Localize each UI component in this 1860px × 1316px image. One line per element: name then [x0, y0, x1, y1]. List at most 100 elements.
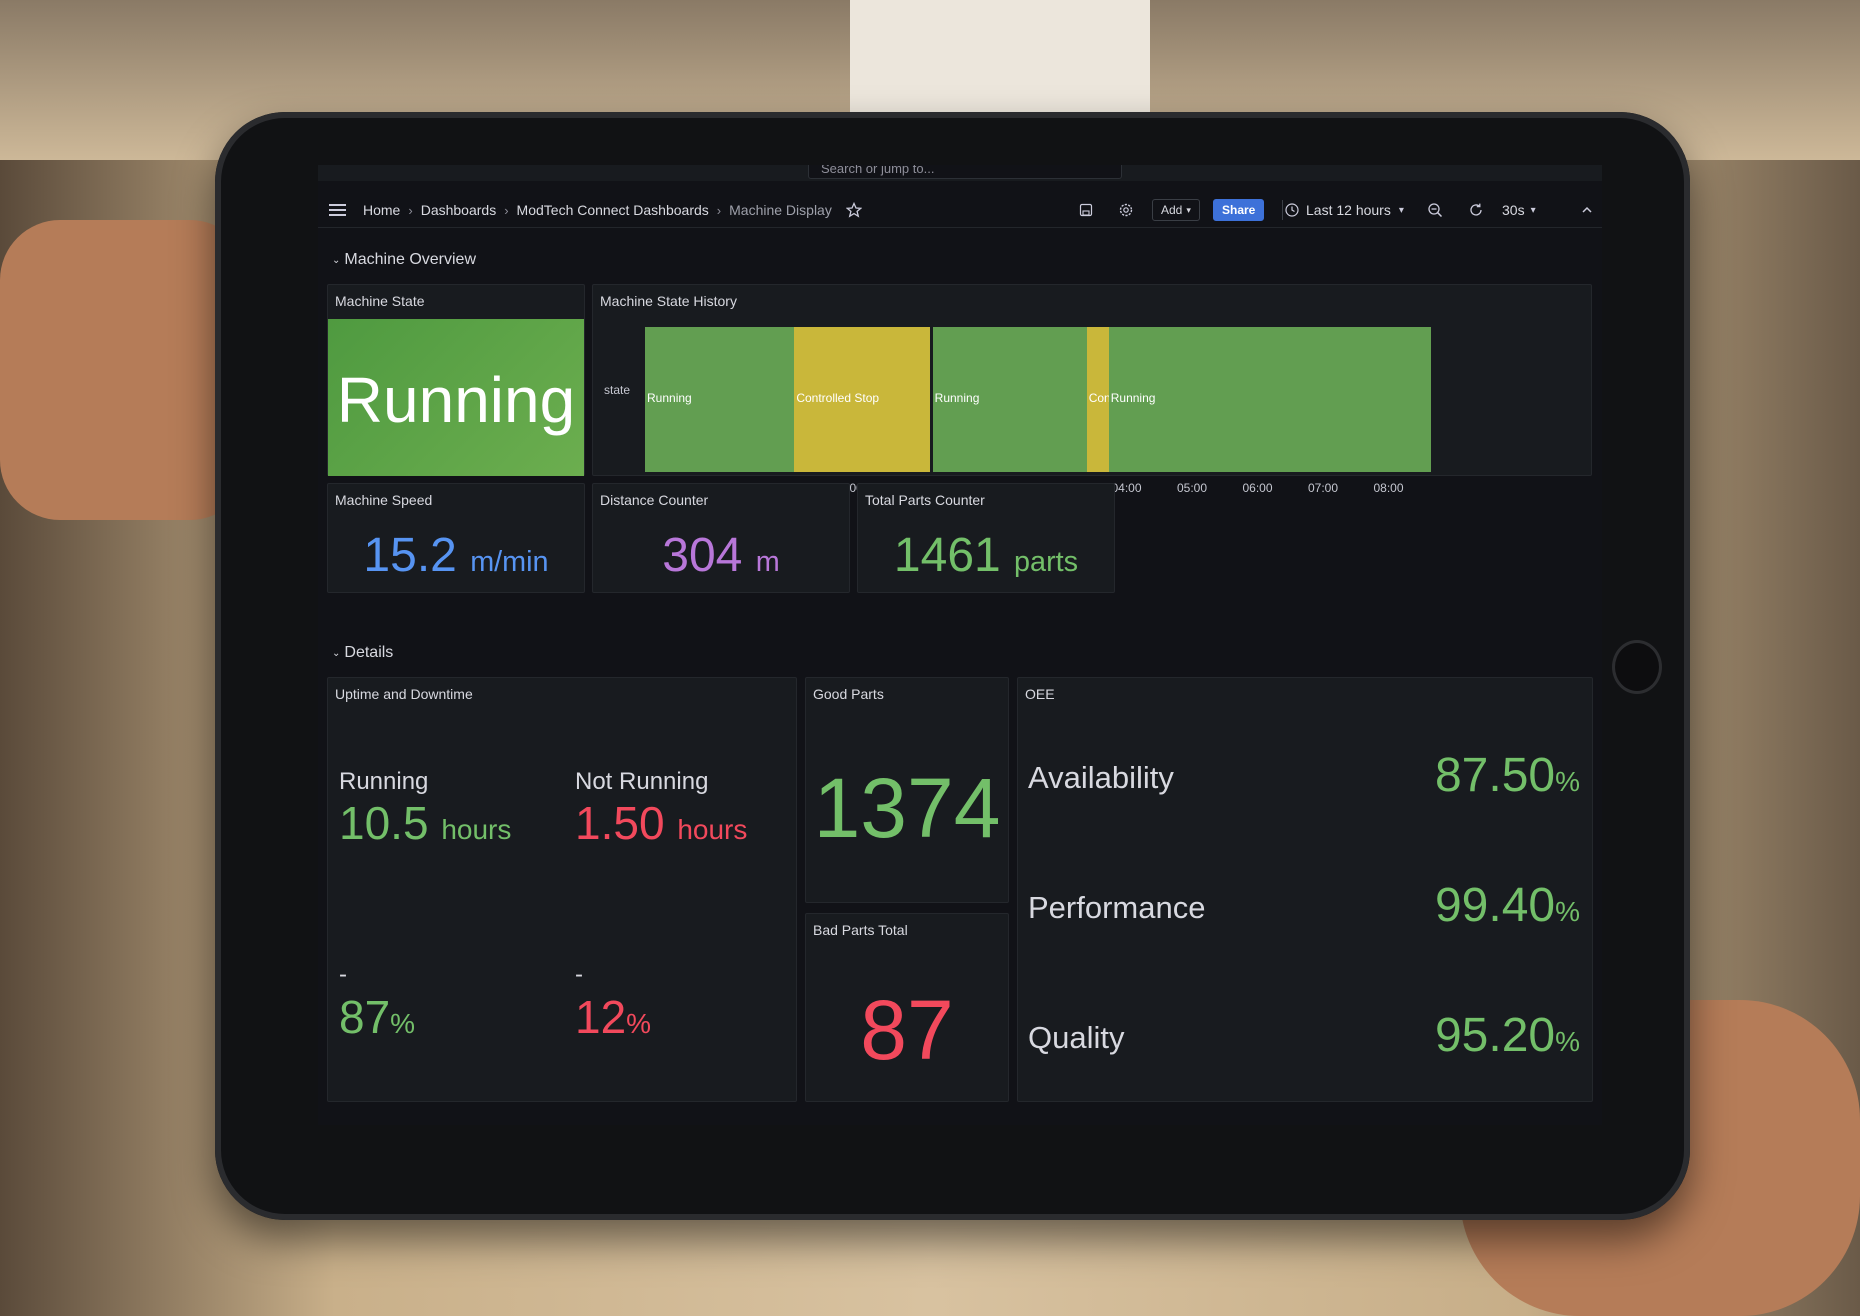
panel-uptime-downtime: Uptime and Downtime Running 10.5 hours N…: [327, 677, 797, 1102]
add-button-label: Add: [1161, 203, 1183, 217]
oee-availability-value: 87.50: [1434, 749, 1556, 802]
oee-quality-unit: %: [1555, 1026, 1580, 1057]
share-button[interactable]: Share: [1213, 199, 1265, 221]
not-running-hours: 1.50 hours: [575, 796, 747, 850]
oee-quality: 95.20%: [1435, 1008, 1580, 1063]
oee-availability-unit: %: [1555, 766, 1580, 797]
not-running-pct: 12%: [575, 990, 651, 1044]
panel-machine-speed: Machine Speed 15.2 m/min: [327, 483, 585, 593]
state-segment[interactable]: Running: [645, 327, 795, 472]
breadcrumb: Home › Dashboards › ModTech Connect Dash…: [363, 193, 862, 227]
chevron-right-icon: ›: [716, 202, 722, 218]
oee-performance-label: Performance: [1028, 890, 1206, 925]
search-input[interactable]: Search or jump to...: [808, 165, 1122, 179]
running-label: Running: [339, 768, 429, 795]
panel-distance-counter: Distance Counter 304 m: [592, 483, 850, 593]
panel-title: Uptime and Downtime: [335, 686, 473, 702]
panel-oee: OEE Availability 87.50% Performance 99.4…: [1017, 677, 1593, 1102]
breadcrumb-current: Machine Display: [729, 202, 832, 218]
menu-icon[interactable]: [328, 193, 348, 227]
state-segment[interactable]: Controlled Stop: [794, 327, 931, 472]
state-segment-label: Running: [934, 391, 980, 405]
running-pct-unit: %: [390, 1008, 416, 1039]
state-tile: Running: [328, 319, 584, 476]
chevron-right-icon: ›: [408, 202, 413, 218]
state-value: Running: [336, 364, 576, 436]
panel-good-parts: Good Parts 1374: [805, 677, 1009, 903]
running-pct-value: 87: [339, 991, 391, 1043]
state-segment[interactable]: Running: [1108, 327, 1431, 472]
panel-machine-state: Machine State Running: [327, 284, 585, 476]
state-segment-label: Running: [647, 391, 692, 405]
zoom-out-icon[interactable]: [1427, 193, 1443, 227]
running-pct: 87%: [339, 990, 415, 1044]
gear-icon[interactable]: [1118, 193, 1134, 227]
distance-value: 304: [662, 529, 743, 582]
chevron-down-icon: ⌄: [332, 647, 341, 659]
left-hand: [0, 220, 250, 520]
refresh-interval-picker[interactable]: 30s ▾: [1502, 193, 1536, 227]
oee-availability: 87.50%: [1435, 748, 1580, 803]
oee-performance-unit: %: [1555, 896, 1580, 927]
oee-availability-label: Availability: [1028, 760, 1174, 795]
bad-parts-value: 87: [860, 983, 954, 1077]
running-hours-unit: hours: [441, 814, 512, 845]
speed-value: 15.2: [363, 529, 457, 582]
not-running-hours-unit: hours: [677, 814, 748, 845]
collapse-icon[interactable]: [1581, 193, 1593, 227]
panel-title: Machine State: [335, 293, 425, 309]
panel-title: Machine Speed: [335, 492, 433, 508]
running-hours-value: 10.5: [339, 797, 429, 849]
panel-title: Good Parts: [813, 686, 884, 702]
row-machine-overview[interactable]: ⌄ Machine Overview: [332, 251, 476, 269]
dashboard-nav-bar: Home › Dashboards › ModTech Connect Dash…: [318, 193, 1602, 228]
panel-bad-parts: Bad Parts Total 87: [805, 913, 1009, 1102]
star-icon[interactable]: [845, 202, 862, 218]
good-parts-value: 1374: [813, 761, 1001, 855]
refresh-interval-label: 30s: [1502, 202, 1525, 218]
panel-title: Machine State History: [600, 293, 737, 309]
not-running-pct-label: -: [575, 961, 583, 988]
panel-machine-state-history: Machine State History state Running Contr…: [592, 284, 1592, 495]
row-details[interactable]: ⌄ Details: [332, 644, 393, 662]
row-title: Details: [344, 644, 394, 661]
breadcrumb-folder[interactable]: ModTech Connect Dashboards: [516, 202, 709, 218]
oee-quality-label: Quality: [1028, 1020, 1125, 1055]
chevron-down-icon: ▾: [1186, 204, 1191, 215]
state-segment[interactable]: Running: [932, 327, 1087, 472]
not-running-label: Not Running: [575, 768, 709, 795]
add-button[interactable]: Add ▾: [1152, 199, 1200, 221]
running-hours: 10.5 hours: [339, 796, 511, 850]
breadcrumb-dashboards[interactable]: Dashboards: [420, 202, 497, 218]
not-running-pct-unit: %: [626, 1008, 652, 1039]
tablet-home-button: [1612, 640, 1662, 694]
divider: [1282, 200, 1283, 220]
state-segment-label: Con: [1088, 391, 1111, 405]
panel-title: Distance Counter: [600, 492, 709, 508]
time-range-label: Last 12 hours: [1306, 202, 1391, 218]
chevron-right-icon: ›: [504, 202, 509, 218]
panel-total-parts: Total Parts Counter 1461 parts: [857, 483, 1115, 593]
total-parts-value: 1461: [893, 529, 1001, 582]
panel-title: Total Parts Counter: [865, 492, 985, 508]
oee-performance: 99.40%: [1435, 878, 1580, 933]
state-segment[interactable]: Con: [1086, 327, 1111, 472]
distance-stat: 304 m: [593, 528, 849, 583]
distance-unit: m: [755, 546, 780, 578]
chevron-down-icon: ▾: [1530, 204, 1536, 216]
time-range-picker[interactable]: Last 12 hours ▾: [1284, 193, 1404, 227]
refresh-icon[interactable]: [1468, 193, 1484, 227]
time-axis-tick: 06:00: [1242, 481, 1273, 495]
speed-stat: 15.2 m/min: [328, 528, 584, 583]
running-pct-label: -: [339, 961, 347, 988]
panel-title: OEE: [1025, 686, 1055, 702]
breadcrumb-home[interactable]: Home: [363, 202, 401, 218]
time-axis-tick: 05:00: [1177, 481, 1208, 495]
save-icon[interactable]: [1078, 193, 1094, 227]
dashboard-screen: Search or jump to... Home › Dashboards ›…: [318, 165, 1602, 1125]
total-parts-stat: 1461 parts: [858, 528, 1114, 583]
time-axis-tick: 07:00: [1308, 481, 1339, 495]
not-running-hours-value: 1.50: [575, 797, 665, 849]
not-running-pct-value: 12: [575, 991, 627, 1043]
